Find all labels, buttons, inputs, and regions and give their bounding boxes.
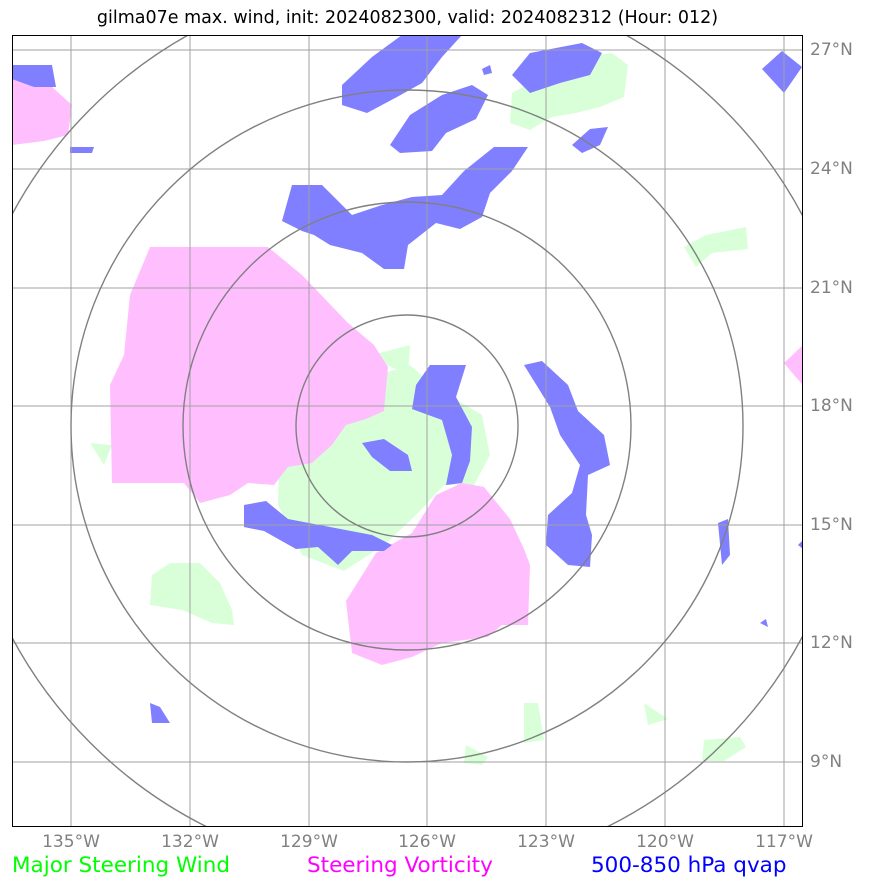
- qvap-area-west-small: [70, 147, 94, 153]
- tick-lat-9n: 9°N: [810, 752, 843, 772]
- map-svg: [12, 35, 803, 827]
- range-ring-2: [182, 201, 632, 651]
- qvap-area-center-small: [362, 439, 412, 471]
- qvap-area-east-edge-2: [798, 540, 803, 549]
- tick-lat-24n: 24°N: [810, 159, 853, 179]
- qvap-area-dot-1: [482, 65, 492, 75]
- qvap-area-east-band: [524, 361, 610, 567]
- tick-lat-21n: 21°N: [810, 278, 853, 298]
- tick-lat-27n: 27°N: [810, 40, 853, 60]
- wind-area-southeast-1: [702, 737, 746, 761]
- qvap-area-east-small: [572, 127, 608, 153]
- tick-lon-132w: 132°W: [161, 832, 219, 852]
- chart-title: gilma07e max. wind, init: 2024082300, va…: [96, 8, 719, 28]
- legend-qvap: 500-850 hPa qvap: [591, 853, 787, 878]
- steering-vorticity-layer: [12, 75, 803, 665]
- wind-area-north-small: [372, 345, 410, 375]
- vorticity-area-south: [346, 483, 530, 665]
- vorticity-area-east-edge: [784, 345, 803, 385]
- qvap-area-southwest-band: [244, 501, 392, 565]
- qvap-area-far-northeast: [762, 51, 802, 93]
- qvap-area-northwest-edge: [12, 65, 56, 87]
- tick-lon-120w: 120°W: [636, 832, 694, 852]
- tick-lon-117w: 117°W: [755, 832, 813, 852]
- wind-area-south-1: [524, 703, 544, 743]
- vorticity-area-northwest: [12, 75, 72, 145]
- wind-area-southwest: [150, 563, 234, 625]
- vorticity-area-west: [110, 247, 388, 503]
- qvap-area-dot-2: [760, 619, 768, 627]
- qvap-area-north-1: [342, 35, 462, 113]
- qvap-area-north-2: [390, 85, 488, 153]
- qvap-layer: [12, 35, 803, 723]
- tick-lon-123w: 123°W: [517, 832, 575, 852]
- tick-lat-18n: 18°N: [810, 396, 853, 416]
- range-ring-3: [70, 89, 744, 763]
- legend-steering-vorticity: Steering Vorticity: [307, 853, 493, 878]
- legend-steering-wind: Major Steering Wind: [12, 853, 231, 878]
- wind-area-west: [90, 443, 112, 465]
- wind-area-southeast-2: [644, 703, 668, 725]
- wind-area-east: [684, 227, 748, 267]
- tick-lat-12n: 12°N: [810, 633, 853, 653]
- graticule: [12, 35, 803, 827]
- qvap-area-central: [282, 147, 528, 269]
- tick-lon-126w: 126°W: [398, 832, 456, 852]
- qvap-area-northeast: [512, 43, 602, 93]
- qvap-area-south-small: [150, 703, 170, 723]
- range-rings: [12, 35, 803, 827]
- tick-lon-135w: 135°W: [42, 832, 100, 852]
- tick-lat-15n: 15°N: [810, 515, 853, 535]
- map-panel[interactable]: [12, 35, 803, 827]
- tick-lon-129w: 129°W: [280, 832, 338, 852]
- range-ring-1: [295, 314, 519, 538]
- wind-area-northeast: [510, 53, 628, 130]
